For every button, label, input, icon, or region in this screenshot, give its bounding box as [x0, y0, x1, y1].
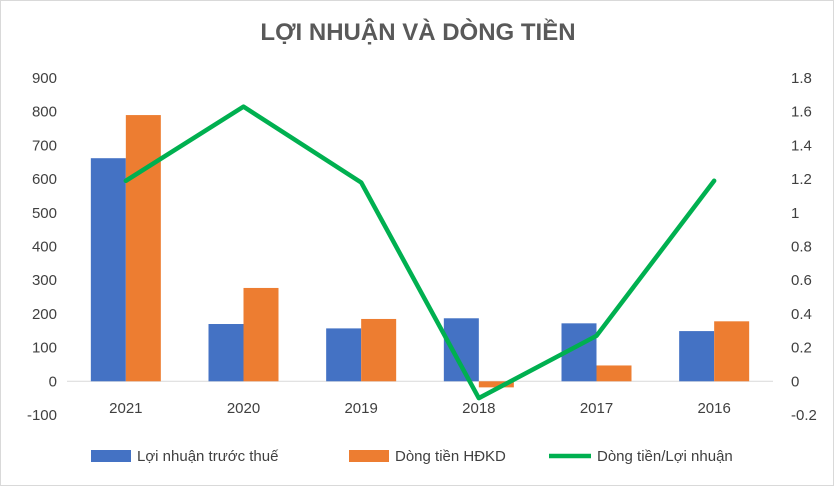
y2-tick-label: 0.2: [791, 340, 812, 357]
y-tick-label: -100: [27, 407, 57, 424]
legend-label: Dòng tiền HĐKD: [395, 448, 506, 465]
bar-loi-nhuan: [90, 158, 126, 382]
bar-loi-nhuan: [208, 324, 244, 382]
bar-loi-nhuan: [326, 328, 362, 382]
y2-tick-label: 0.4: [791, 306, 812, 323]
bar-loi-nhuan: [679, 331, 715, 382]
y-tick-label: 500: [32, 205, 57, 222]
x-tick-label: 2017: [580, 400, 613, 417]
legend-swatch: [91, 450, 131, 462]
bar-dong-tien: [478, 381, 514, 388]
y2-tick-label: 0.8: [791, 239, 812, 256]
y2-tick-label: 1.4: [791, 137, 812, 154]
bar-dong-tien: [596, 365, 632, 382]
x-tick-label: 2018: [462, 400, 495, 417]
legend-label: Lợi nhuận trước thuế: [137, 448, 279, 465]
y-tick-label: 900: [32, 70, 57, 87]
legend-label: Dòng tiền/Lợi nhuận: [597, 448, 733, 465]
y2-tick-label: 1.8: [791, 70, 812, 87]
y2-tick-label: 1.2: [791, 171, 812, 188]
bar-dong-tien: [361, 318, 397, 382]
y-tick-label: 400: [32, 239, 57, 256]
y-tick-label: 800: [32, 104, 57, 121]
y-tick-label: 300: [32, 272, 57, 289]
bar-loi-nhuan: [443, 318, 479, 382]
line-dong-tien-loi-nhuan: [123, 104, 717, 401]
y2-tick-label: 0.6: [791, 272, 812, 289]
bar-dong-tien: [714, 321, 750, 382]
y-tick-label: 0: [49, 373, 57, 390]
x-tick-label: 2016: [697, 400, 730, 417]
legend-swatch: [349, 450, 389, 462]
y-tick-label: 700: [32, 137, 57, 154]
y-tick-label: 200: [32, 306, 57, 323]
bar-dong-tien: [243, 287, 279, 382]
x-tick-label: 2020: [227, 400, 260, 417]
y2-tick-label: 0: [791, 373, 799, 390]
y2-tick-label: 1: [791, 205, 799, 222]
x-tick-label: 2019: [344, 400, 377, 417]
chart-title: LỢI NHUẬN VÀ DÒNG TIỀN: [260, 19, 576, 46]
y-tick-label: 600: [32, 171, 57, 188]
bar-dong-tien: [125, 115, 161, 382]
y2-tick-label: -0.2: [791, 407, 817, 424]
y-tick-label: 100: [32, 340, 57, 357]
y2-tick-label: 1.6: [791, 104, 812, 121]
x-tick-label: 2021: [109, 400, 142, 417]
